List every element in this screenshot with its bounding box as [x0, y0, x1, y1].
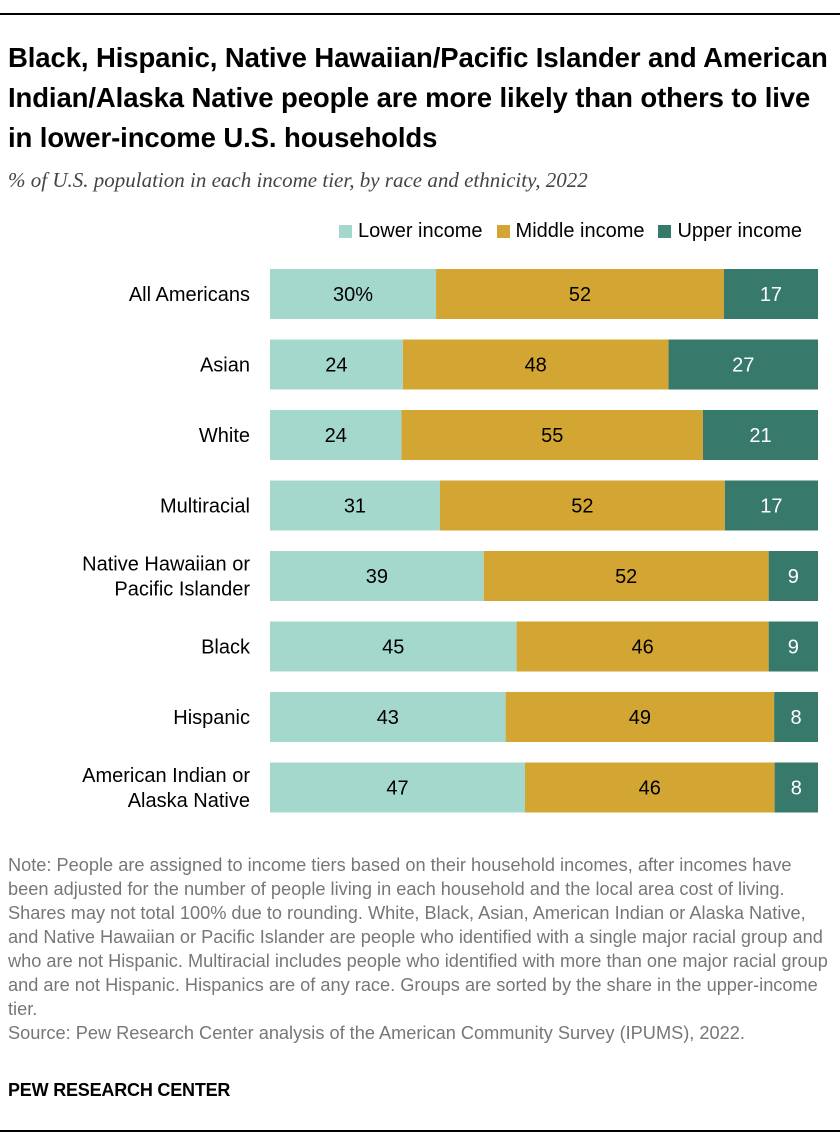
data-label-middle: 49	[629, 707, 651, 729]
data-label-upper: 21	[749, 425, 771, 447]
legend-swatch-lower	[339, 225, 353, 238]
source-text: Source: Pew Research Center analysis of …	[8, 1023, 745, 1043]
bar-middle	[525, 762, 775, 813]
data-label-middle: 46	[632, 637, 654, 659]
data-label-upper: 17	[760, 284, 782, 306]
bar-middle	[401, 410, 703, 460]
category-label: Black	[201, 637, 251, 659]
bar-middle	[516, 621, 769, 672]
data-label-middle: 46	[639, 778, 661, 800]
legend-swatch-middle	[496, 225, 510, 238]
data-label-upper: 9	[788, 566, 799, 588]
data-label-lower: 43	[377, 707, 399, 729]
bar-lower	[270, 339, 403, 390]
data-label-lower: 24	[325, 425, 347, 447]
bar-middle	[439, 480, 725, 531]
data-label-middle: 52	[615, 566, 637, 588]
bar-upper	[768, 551, 818, 601]
legend: Lower income Middle income Upper income	[339, 220, 802, 243]
data-label-lower: 47	[386, 778, 408, 800]
data-label-upper: 8	[791, 778, 802, 800]
category-label: White	[199, 425, 250, 447]
data-label-middle: 52	[569, 284, 591, 306]
data-label-upper: 27	[732, 355, 754, 377]
category-label: Multiracial	[160, 496, 250, 518]
chart-footnotes: Note: People are assigned to income tier…	[8, 853, 834, 1045]
legend-item-lower: Lower income	[339, 220, 483, 243]
bar-middle	[505, 692, 775, 742]
bar-lower	[270, 410, 402, 460]
bar-upper	[768, 621, 818, 672]
bar-middle	[483, 551, 769, 601]
data-label-lower: 39	[366, 566, 388, 588]
category-label: Native Hawaiian or Pacific Islander	[82, 554, 250, 601]
bar-middle	[402, 339, 669, 390]
legend-swatch-upper	[658, 225, 672, 238]
brand-logo-text: PEW RESEARCH CENTER	[8, 1080, 231, 1100]
data-label-upper: 17	[760, 496, 782, 518]
bar-lower	[270, 480, 440, 531]
bar-lower	[270, 269, 437, 319]
bar-lower	[270, 762, 526, 813]
data-label-lower: 30%	[333, 284, 373, 306]
bar-upper	[724, 480, 818, 531]
bar-lower	[270, 621, 517, 672]
bar-lower	[270, 692, 506, 742]
data-label-lower: 24	[325, 355, 347, 377]
top-rule	[0, 13, 840, 15]
category-label: Hispanic	[173, 707, 250, 729]
bar-upper	[774, 762, 818, 813]
data-label-upper: 9	[788, 637, 799, 659]
data-label-lower: 45	[382, 637, 404, 659]
note-text: Note: People are assigned to income tier…	[8, 855, 828, 1019]
category-label: American Indian or Alaska Native	[82, 765, 250, 812]
chart-subtitle: % of U.S. population in each income tier…	[8, 168, 588, 192]
stacked-bar-chart: All Americans 30% 52 17 Asian 24 48 27 White 24 55…	[82, 269, 818, 813]
data-label-middle: 52	[571, 496, 593, 518]
data-label-middle: 48	[525, 355, 547, 377]
legend-item-middle: Middle income	[496, 220, 645, 243]
data-label-upper: 8	[791, 707, 802, 729]
bar-upper	[723, 269, 818, 319]
bar-lower	[270, 551, 484, 601]
bar-upper	[668, 339, 818, 390]
data-label-middle: 55	[541, 425, 563, 447]
bar-upper	[774, 692, 818, 742]
legend-item-upper: Upper income	[658, 220, 802, 243]
chart-title: Black, Hispanic, Native Hawaiian/Pacific…	[8, 42, 828, 153]
category-label: Asian	[200, 355, 250, 377]
category-label: All Americans	[129, 284, 250, 306]
bottom-rule	[0, 1130, 840, 1132]
data-label-lower: 31	[344, 496, 366, 518]
bar-middle	[436, 269, 724, 319]
legend-label-lower: Lower income	[358, 220, 483, 242]
bar-upper	[702, 410, 818, 460]
legend-label-middle: Middle income	[515, 220, 645, 242]
legend-label-upper: Upper income	[677, 220, 802, 242]
